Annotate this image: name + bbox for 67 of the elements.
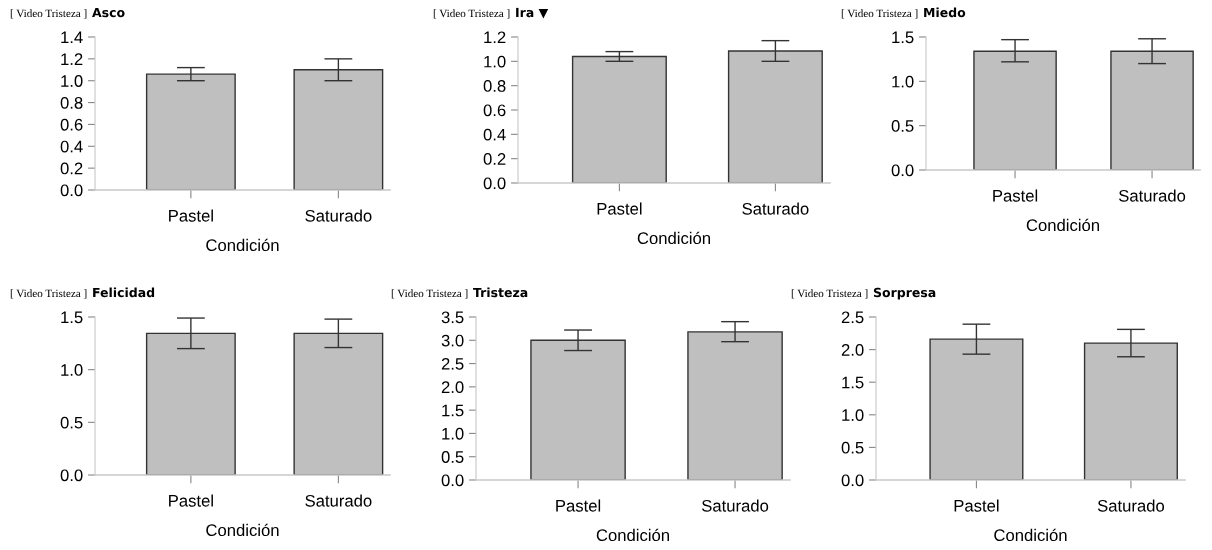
chart-title: Ira ▼	[516, 7, 549, 19]
x-tick-label: Saturado	[701, 499, 769, 512]
y-tick-label: 0.2	[60, 162, 83, 175]
y-tick-label: 0.5	[60, 416, 83, 429]
y-tick-label: 3.5	[441, 311, 464, 324]
y-tick-label: 0.6	[60, 118, 83, 131]
chart-title: Sorpresa	[873, 287, 936, 300]
y-tick-label: 1.4	[61, 31, 83, 44]
y-tick-label: 1.0	[442, 427, 464, 440]
y-tick-label: 2.5	[441, 357, 464, 370]
y-tick-label: 0.2	[483, 153, 506, 165]
chart-subtitle: [ Video Tristeza ]	[391, 289, 468, 299]
y-tick-label: 1.0	[842, 409, 864, 421]
y-tick-label: 2.5	[841, 311, 864, 324]
x-tick-label: Saturado	[1097, 499, 1165, 512]
chart-title: Tristeza	[473, 287, 528, 298]
x-axis-title: Condición	[206, 523, 279, 537]
x-tick-label: Pastel	[597, 202, 642, 215]
chart-title: Asco	[92, 7, 125, 18]
x-axis-title: Condición	[206, 238, 279, 252]
x-axis-title: Condición	[994, 528, 1067, 542]
y-tick-label: 0.0	[441, 474, 464, 487]
x-tick-label: Saturado	[742, 202, 809, 215]
x-tick-label: Pastel	[556, 499, 601, 512]
x-tick-label: Pastel	[169, 494, 213, 507]
chart-subtitle: [ Video Tristeza ]	[433, 9, 510, 19]
x-axis-title: Condición	[1026, 218, 1099, 232]
y-tick-label: 0.0	[60, 469, 83, 482]
chart-subtitle: [ Video Tristeza ]	[791, 289, 868, 299]
chart-title: Miedo	[924, 7, 966, 18]
chart-subtitle: [ Video Tristeza ]	[841, 9, 918, 19]
x-axis-title: Condición	[637, 231, 710, 245]
y-tick-label: 1.0	[61, 364, 83, 376]
y-tick-label: 0.8	[483, 80, 506, 92]
y-tick-label: 2.0	[441, 381, 464, 394]
x-tick-label: Pastel	[993, 189, 1038, 202]
y-tick-label: 0.6	[483, 104, 506, 117]
y-tick-label: 1.5	[892, 31, 914, 44]
y-tick-label: 1.5	[61, 311, 83, 324]
y-tick-label: 1.2	[61, 53, 83, 65]
y-tick-label: 3.0	[441, 334, 464, 347]
chart-subtitle: [ Video Tristeza ]	[10, 9, 87, 19]
chart-subtitle: [ Video Tristeza ]	[10, 289, 87, 299]
y-tick-label: 1.5	[442, 404, 464, 417]
y-tick-label: 0.4	[483, 128, 506, 141]
y-tick-label: 0.4	[60, 140, 83, 153]
y-tick-label: 0.5	[841, 441, 864, 454]
y-tick-label: 1.2	[484, 31, 506, 44]
y-tick-label: 0.0	[60, 184, 83, 197]
x-tick-label: Pastel	[169, 209, 213, 222]
y-tick-label: 0.0	[891, 164, 914, 177]
chart-title: Felicidad	[93, 287, 155, 298]
x-tick-label: Pastel	[954, 499, 999, 512]
y-tick-label: 0.5	[891, 120, 914, 132]
y-tick-label: 0.0	[841, 474, 864, 487]
x-axis-title: Condición	[596, 528, 669, 542]
x-tick-label: Saturado	[305, 209, 372, 222]
y-tick-label: 1.0	[484, 55, 506, 68]
y-tick-label: 0.0	[483, 177, 506, 190]
y-tick-label: 1.5	[842, 376, 864, 389]
y-tick-label: 0.8	[60, 96, 83, 109]
y-tick-label: 2.0	[841, 344, 864, 356]
y-tick-label: 1.0	[892, 75, 914, 88]
x-tick-label: Saturado	[1118, 189, 1186, 202]
y-tick-label: 1.0	[61, 75, 83, 87]
y-tick-label: 0.5	[441, 451, 464, 463]
x-tick-label: Saturado	[305, 494, 372, 507]
